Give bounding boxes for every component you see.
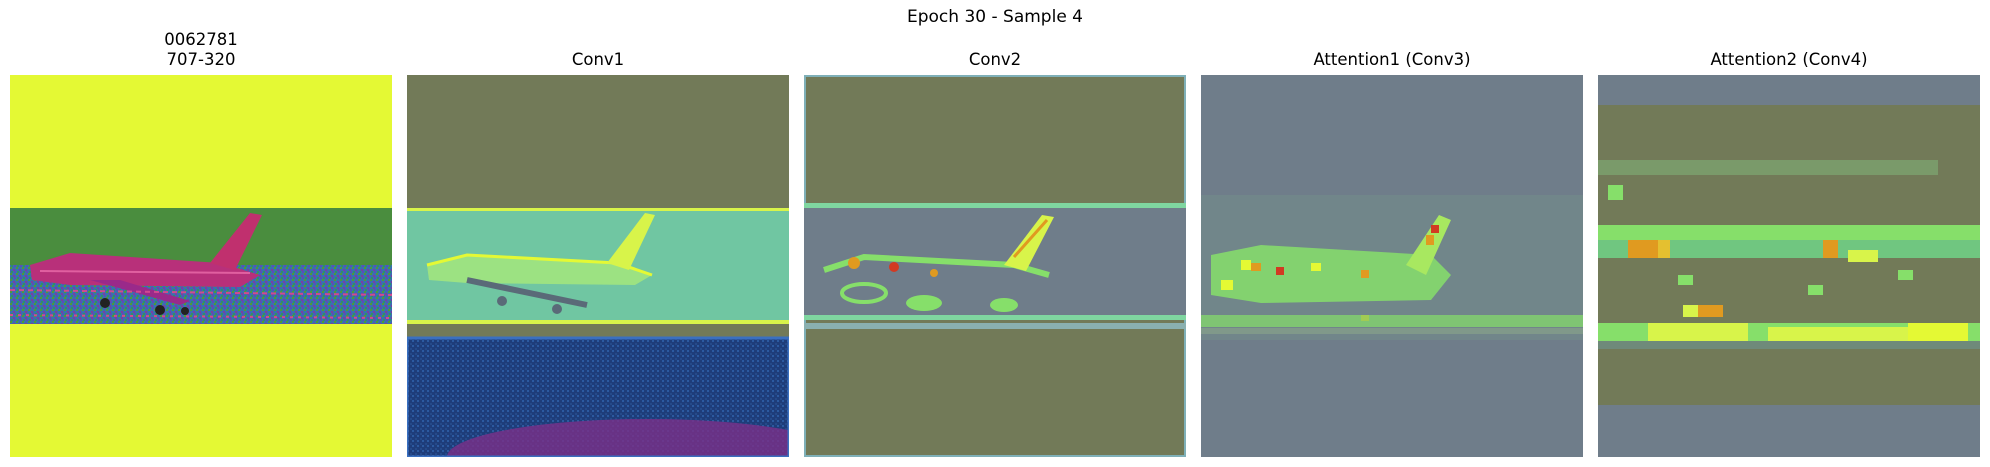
panel-title-attention1: Attention1 (Conv3)	[1313, 50, 1471, 69]
conv2-airplane-activation	[823, 215, 1054, 312]
conv1-airplane-edges	[426, 213, 655, 314]
panel-attention2	[1598, 75, 1980, 457]
panel-title-conv1: Conv1	[571, 50, 625, 69]
panel-title-conv2: Conv2	[968, 50, 1022, 69]
panel-attention1	[1201, 75, 1583, 457]
conv2-feature-map	[804, 75, 1186, 457]
conv1-feature-map	[407, 75, 789, 457]
panel-conv2	[804, 75, 1186, 457]
panel-title-original: 0062781 707-320	[164, 30, 238, 69]
panel-conv1	[407, 75, 789, 457]
top-yellow-band	[10, 75, 392, 208]
attention1-heatmap	[1201, 75, 1583, 457]
bottom-yellow-band	[10, 324, 392, 457]
attention2-hotspots	[1608, 185, 1913, 317]
panel-title-attention2: Attention2 (Conv4)	[1710, 50, 1868, 69]
figure-title: Epoch 30 - Sample 4	[907, 7, 1083, 27]
attention1-hotspots	[1211, 215, 1451, 321]
panel-original-image	[10, 75, 392, 457]
original-image-canvas	[10, 75, 392, 457]
attention2-heatmap	[1598, 75, 1980, 457]
